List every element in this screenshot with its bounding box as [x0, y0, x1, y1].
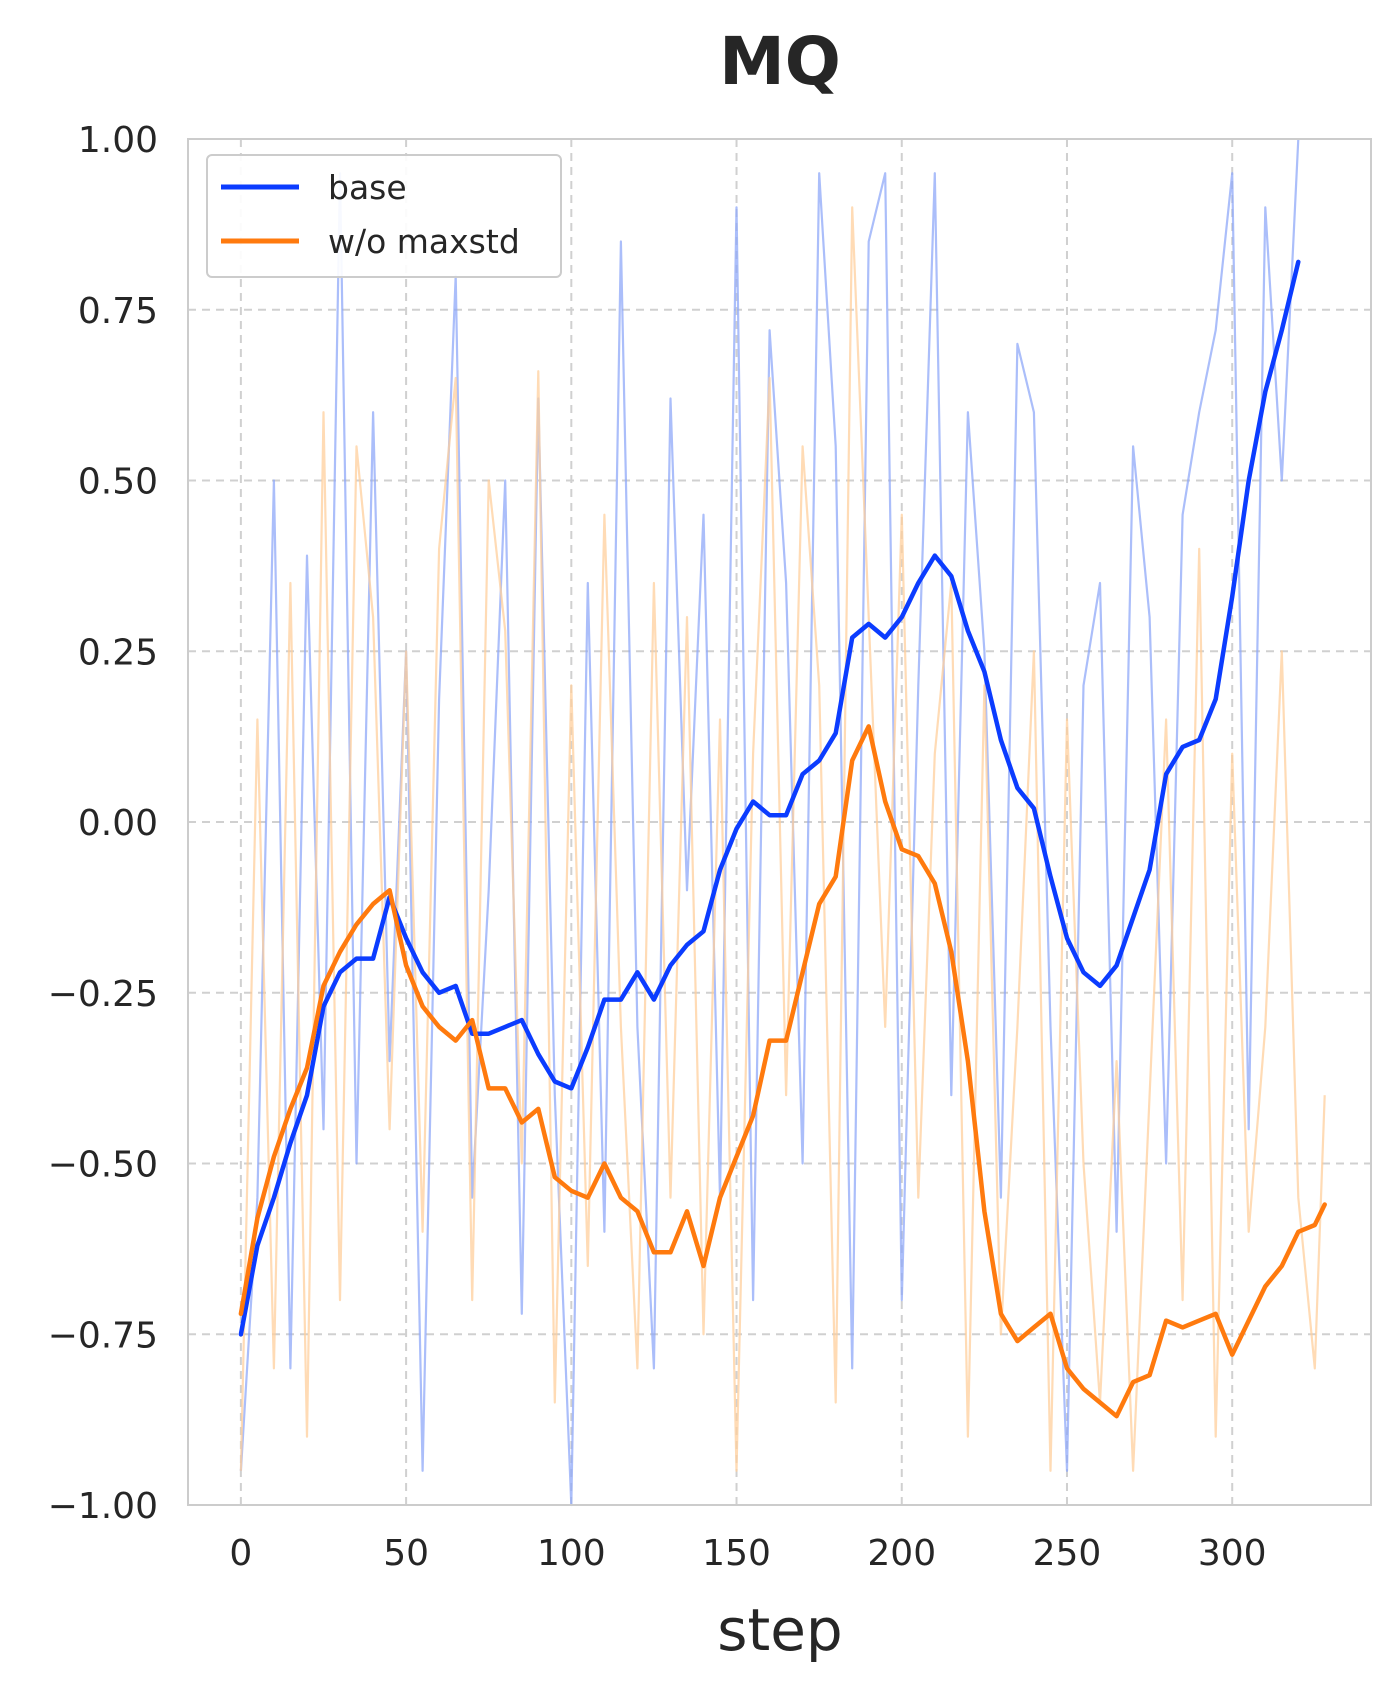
y-tick-label: 0.75: [78, 291, 158, 332]
x-tick-label: 50: [383, 1533, 429, 1574]
x-axis-label: step: [717, 1596, 842, 1664]
y-tick-label: 0.25: [78, 632, 158, 673]
y-tick-label: −0.75: [48, 1315, 158, 1356]
x-tick-label: 0: [229, 1533, 252, 1574]
legend-label-wo-maxstd: w/o maxstd: [328, 222, 520, 261]
smoothed-series-lines: [238, 259, 1327, 1419]
x-tick-label: 200: [867, 1533, 936, 1574]
y-tick-label: −1.00: [48, 1486, 158, 1527]
raw-line-base: [239, 138, 1300, 1507]
x-tick-label: 300: [1198, 1533, 1267, 1574]
y-axis-ticks: 1.00 0.75 0.50 0.25 0.00 −0.25 −0.50 −0.75 −1.00: [48, 120, 158, 1527]
chart-title: MQ: [719, 23, 841, 100]
plot-frame: [187, 138, 1372, 1506]
series-line-w-o-maxstd: [238, 724, 1327, 1419]
raw-line-w-o-maxstd: [239, 206, 1326, 1472]
x-tick-label: 150: [702, 1533, 771, 1574]
y-tick-label: −0.50: [48, 1145, 158, 1186]
legend: base w/o maxstd: [206, 154, 562, 278]
y-tick-label: −0.25: [48, 974, 158, 1015]
legend-label-base: base: [328, 168, 407, 207]
y-tick-label: 0.50: [78, 462, 158, 503]
x-tick-label: 250: [1033, 1533, 1102, 1574]
x-axis-ticks: 0 50 100 150 200 250 300: [229, 1533, 1266, 1574]
raw-series-traces: [239, 138, 1326, 1507]
x-tick-label: 100: [537, 1533, 606, 1574]
y-tick-label: 1.00: [78, 120, 158, 161]
y-tick-label: 0.00: [78, 803, 158, 844]
series-line-base: [238, 259, 1301, 1337]
